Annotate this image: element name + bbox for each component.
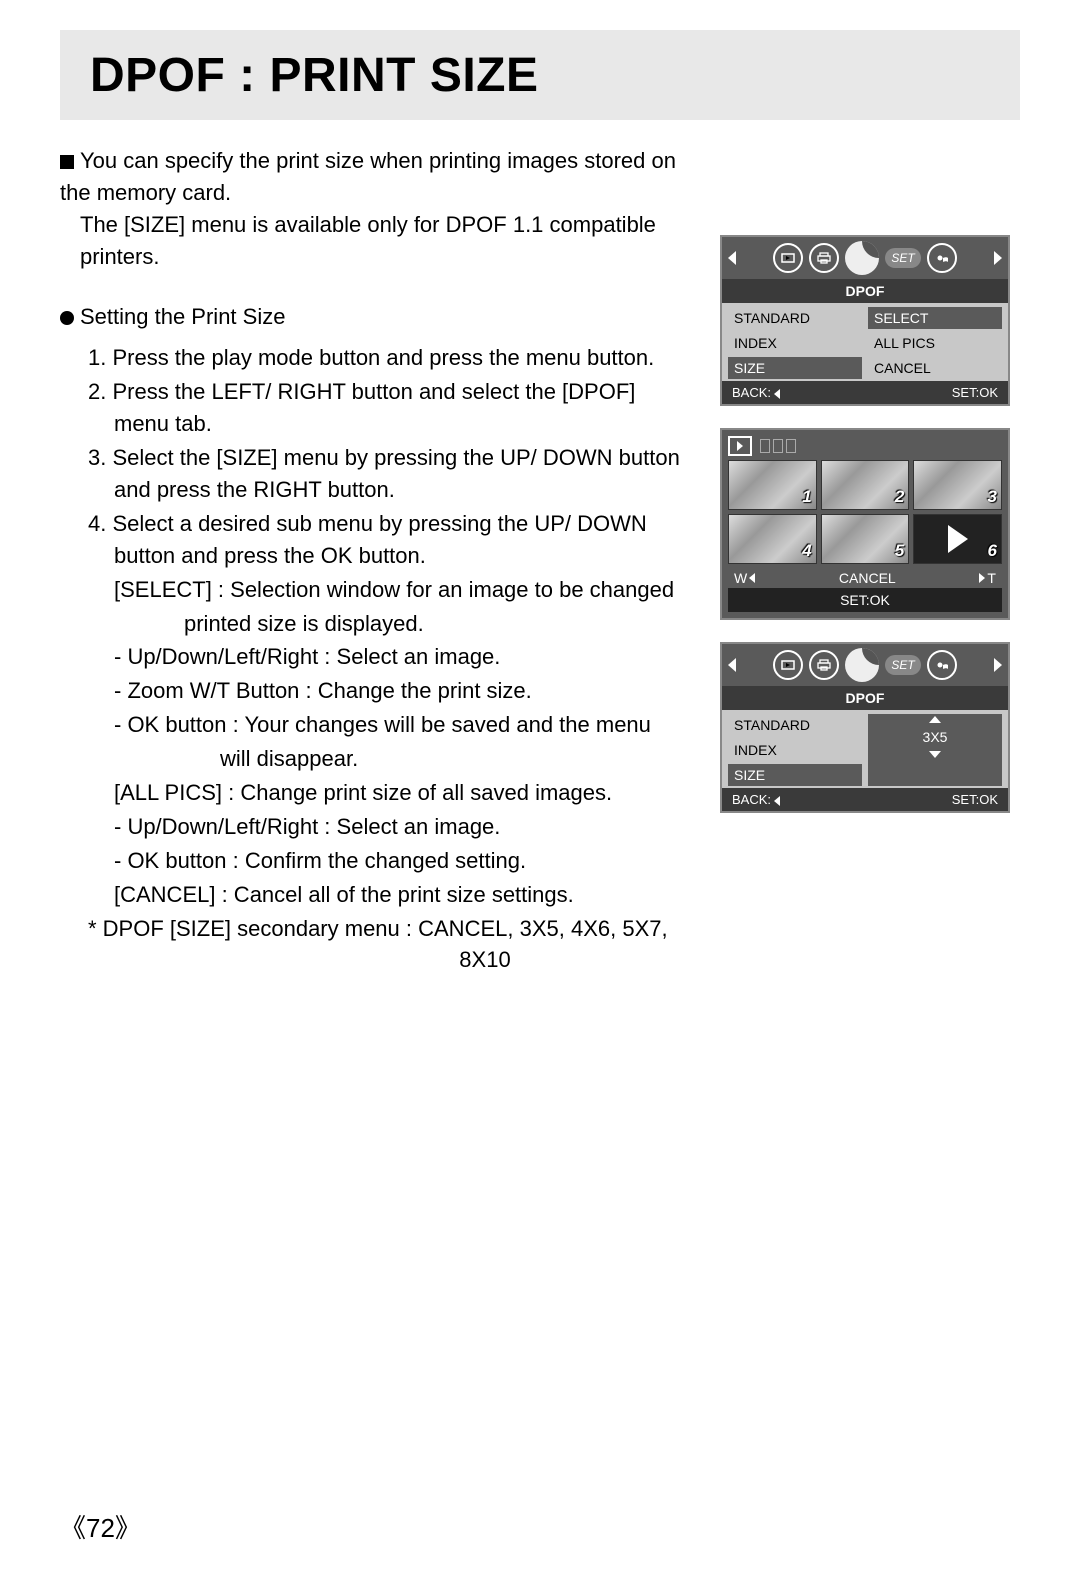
select-bullet-c-cont: will disappear.	[60, 743, 690, 775]
zoom-t-label: T	[987, 570, 996, 586]
thumbnail-2: 2	[821, 460, 910, 510]
cancel-label: CANCEL	[839, 570, 896, 586]
thumb-num-6: 6	[988, 541, 997, 561]
thumbnail-5: 5	[821, 514, 910, 564]
lcd2-navbar: W CANCEL T	[728, 564, 1002, 588]
setok-label: SET:OK	[952, 792, 998, 807]
down-arrow-icon	[868, 751, 1002, 758]
lcd3-footer: BACK: SET:OK	[722, 788, 1008, 811]
setok-label: SET:OK	[952, 385, 998, 400]
page-title: DPOF : PRINT SIZE	[90, 48, 539, 103]
step-2: 2. Press the LEFT/ RIGHT button and sele…	[60, 376, 690, 440]
printer-icon	[809, 650, 839, 680]
step-list: 1. Press the play mode button and press …	[60, 342, 690, 571]
set-tab-icon: SET	[885, 655, 920, 675]
nav-left-icon	[728, 658, 736, 672]
lcd1-footer: BACK: SET:OK	[722, 381, 1008, 404]
menu-item-size: SIZE	[728, 357, 862, 379]
step-4: 4. Select a desired sub menu by pressing…	[60, 508, 690, 572]
lcd3-topbar: SET	[722, 644, 1008, 686]
select-heading: [SELECT] : Selection window for an image…	[60, 574, 690, 606]
select-bullet-b: - Zoom W/T Button : Change the print siz…	[60, 675, 690, 707]
back-label: BACK:	[732, 385, 771, 400]
thumbnail-grid: 1 2 3 4 5 6	[728, 460, 1002, 564]
select-bullet-c: - OK button : Your changes will be saved…	[60, 709, 690, 741]
lcd1-menu-title: DPOF	[722, 279, 1008, 303]
thumb-num-5: 5	[895, 541, 904, 561]
section-heading: Setting the Print Size	[80, 304, 285, 329]
size-value: 3X5	[868, 726, 1002, 748]
mode-dial-icon	[845, 648, 879, 682]
nav-right-icon	[994, 658, 1002, 672]
thumbnail-1: 1	[728, 460, 817, 510]
set-tab-icon: SET	[885, 248, 920, 268]
lcd1-topbar: SET	[722, 237, 1008, 279]
thumbnail-6: 6	[913, 514, 1002, 564]
back-label: BACK:	[732, 792, 771, 807]
zoom-w-label: W	[734, 570, 747, 586]
cancel-heading: [CANCEL] : Cancel all of the print size …	[60, 879, 690, 911]
thumb-num-1: 1	[802, 487, 811, 507]
nav-right-icon	[994, 251, 1002, 265]
battery-icon	[760, 439, 796, 453]
printer-icon	[809, 243, 839, 273]
lcd-screen-2: 1 2 3 4 5 6 W CANCEL T SET:OK	[720, 428, 1010, 620]
allpics-heading: [ALL PICS] : Change print size of all sa…	[60, 777, 690, 809]
nav-left-icon	[728, 251, 736, 265]
zoom-t-arrow-icon	[979, 573, 985, 583]
thumbnail-3: 3	[913, 460, 1002, 510]
step-3: 3. Select the [SIZE] menu by pressing th…	[60, 442, 690, 506]
play-mode-icon	[728, 436, 752, 456]
submenu-allpics: ALL PICS	[868, 332, 1002, 354]
playback-icon	[773, 650, 803, 680]
back-arrow-icon	[774, 389, 780, 399]
menu-item-index: INDEX	[728, 332, 862, 354]
submenu-cancel: CANCEL	[868, 357, 1002, 379]
intro-line-1: You can specify the print size when prin…	[60, 148, 676, 205]
menu-item-index: INDEX	[728, 739, 862, 761]
thumb-num-2: 2	[895, 487, 904, 507]
title-band: DPOF : PRINT SIZE	[60, 30, 1020, 120]
circle-bullet-icon	[60, 311, 74, 325]
face-icon	[927, 243, 957, 273]
lcd3-menu-title: DPOF	[722, 686, 1008, 710]
thumbnail-4: 4	[728, 514, 817, 564]
mode-dial-icon	[845, 241, 879, 275]
select-heading-cont: printed size is displayed.	[60, 608, 690, 640]
menu-item-standard: STANDARD	[728, 714, 862, 736]
allpics-bullet-b: - OK button : Confirm the changed settin…	[60, 845, 690, 877]
select-bullet-a: - Up/Down/Left/Right : Select an image.	[60, 641, 690, 673]
back-arrow-icon	[774, 796, 780, 806]
lcd-screen-3: SET DPOF STANDARD INDEX SIZE 3X5	[720, 642, 1010, 813]
video-play-icon	[948, 525, 968, 553]
playback-icon	[773, 243, 803, 273]
up-arrow-icon	[868, 716, 1002, 723]
menu-item-standard: STANDARD	[728, 307, 862, 329]
step-1: 1. Press the play mode button and press …	[60, 342, 690, 374]
square-bullet-icon	[60, 155, 74, 169]
thumb-num-3: 3	[988, 487, 997, 507]
lcd2-setok: SET:OK	[728, 588, 1002, 612]
intro-line-2: The [SIZE] menu is available only for DP…	[60, 209, 690, 273]
allpics-bullet-a: - Up/Down/Left/Right : Select an image.	[60, 811, 690, 843]
footnote-cont: 8X10	[60, 944, 690, 976]
page-number: 《72》	[60, 1508, 141, 1545]
face-icon	[927, 650, 957, 680]
submenu-select: SELECT	[868, 307, 1002, 329]
menu-item-size: SIZE	[728, 764, 862, 786]
thumb-num-4: 4	[802, 541, 811, 561]
footnote: * DPOF [SIZE] secondary menu : CANCEL, 3…	[60, 913, 690, 945]
zoom-w-arrow-icon	[749, 573, 755, 583]
lcd-screen-1: SET DPOF STANDARD INDEX SIZE SELECT ALL …	[720, 235, 1010, 406]
body-text: You can specify the print size when prin…	[60, 145, 690, 976]
